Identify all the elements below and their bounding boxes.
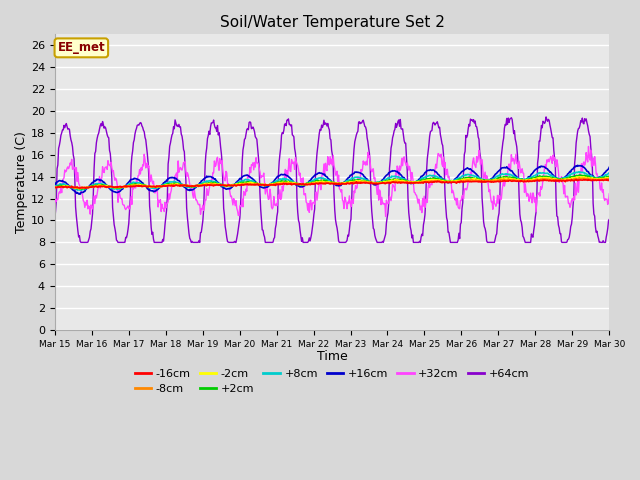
Title: Soil/Water Temperature Set 2: Soil/Water Temperature Set 2 [220,15,444,30]
Legend: -16cm, -8cm, -2cm, +2cm, +8cm, +16cm, +32cm, +64cm: -16cm, -8cm, -2cm, +2cm, +8cm, +16cm, +3… [131,364,534,399]
Text: EE_met: EE_met [58,41,105,54]
Y-axis label: Temperature (C): Temperature (C) [15,131,28,233]
X-axis label: Time: Time [317,350,348,363]
